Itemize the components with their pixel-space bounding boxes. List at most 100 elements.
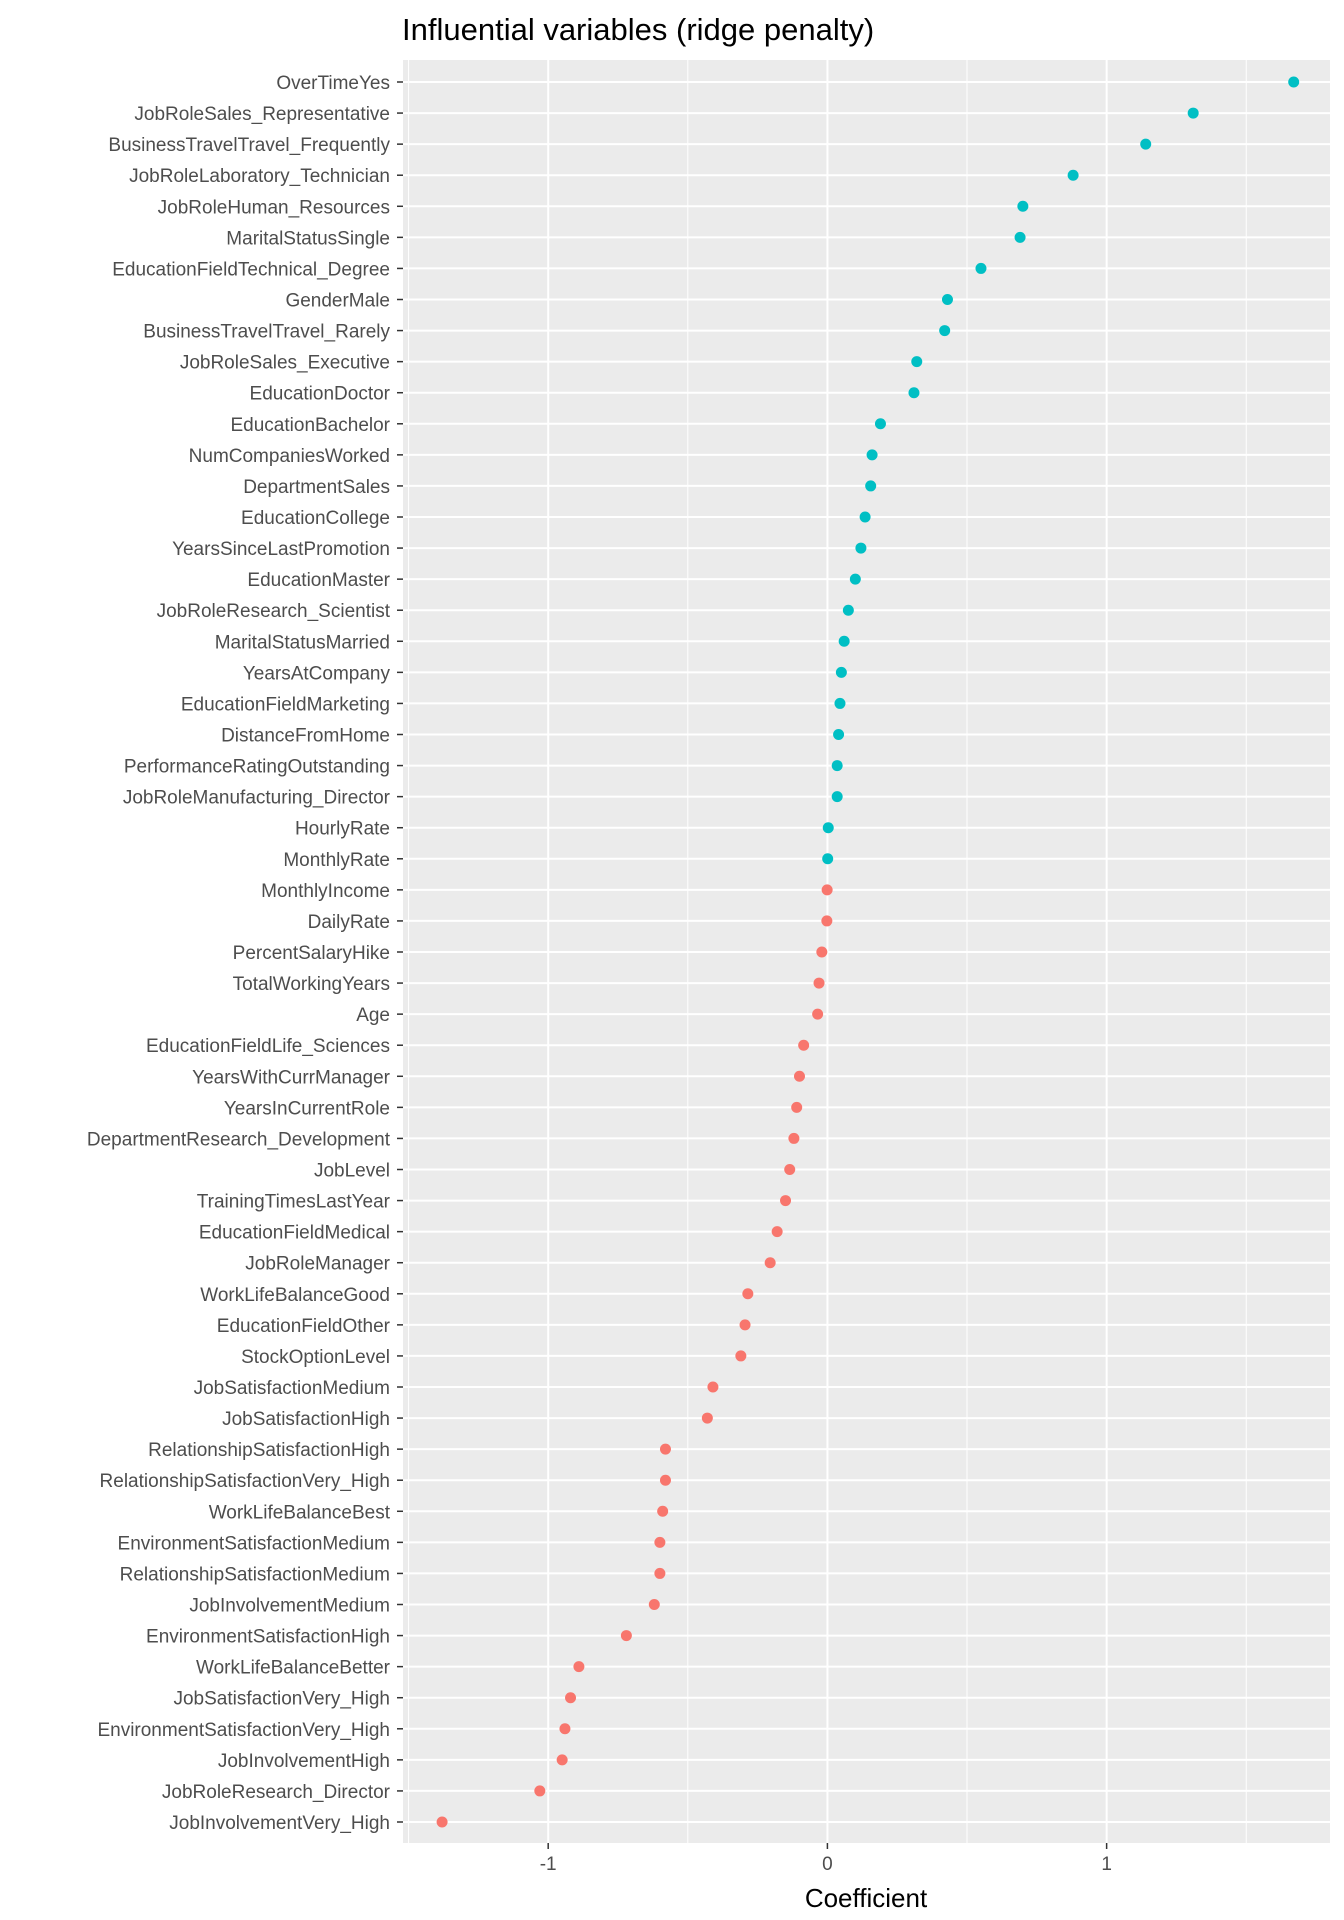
y-tick-label: HourlyRate bbox=[295, 819, 390, 840]
y-tick-label: EducationFieldLife_Sciences bbox=[146, 1036, 390, 1057]
y-tick-label: GenderMale bbox=[285, 291, 390, 312]
y-tick-label: JobRoleManufacturing_Director bbox=[123, 788, 391, 809]
data-point bbox=[866, 449, 878, 461]
y-axis: OverTimeYes JobRoleSales_Representative Bu… bbox=[87, 73, 403, 1834]
y-tick-label: BusinessTravelTravel_Rarely bbox=[143, 322, 390, 343]
data-point bbox=[654, 1536, 666, 1548]
y-tick-label: EnvironmentSatisfactionVery_High bbox=[97, 1720, 390, 1741]
y-tick-label: MonthlyIncome bbox=[261, 881, 390, 902]
data-point bbox=[793, 1070, 805, 1082]
data-point bbox=[821, 915, 833, 927]
y-tick-label: MonthlyRate bbox=[283, 850, 390, 871]
y-tick-label: YearsAtCompany bbox=[243, 663, 391, 684]
chart-title: Influential variables (ridge penalty) bbox=[402, 12, 874, 47]
y-tick-label: JobRoleManager bbox=[245, 1254, 390, 1275]
y-tick-label: EducationCollege bbox=[241, 508, 390, 529]
data-point bbox=[849, 573, 861, 585]
y-tick-label: TotalWorkingYears bbox=[233, 974, 390, 995]
y-tick-label: WorkLifeBalanceBest bbox=[209, 1502, 391, 1523]
data-point bbox=[813, 977, 825, 989]
y-tick-label: RelationshipSatisfactionVery_High bbox=[100, 1471, 390, 1492]
data-points bbox=[436, 76, 1300, 1828]
data-point bbox=[771, 1226, 783, 1238]
y-tick-label: TrainingTimesLastYear bbox=[197, 1192, 391, 1213]
data-point bbox=[842, 604, 854, 616]
y-tick-label: DepartmentResearch_Development bbox=[87, 1129, 391, 1150]
data-point bbox=[821, 884, 833, 896]
y-tick-label: YearsInCurrentRole bbox=[224, 1098, 390, 1119]
data-point bbox=[939, 325, 951, 337]
data-point bbox=[859, 511, 871, 523]
x-tick-label: 0 bbox=[822, 1854, 833, 1875]
x-tick-label: -1 bbox=[540, 1854, 557, 1875]
data-point bbox=[911, 356, 923, 368]
data-point bbox=[620, 1630, 632, 1642]
y-tick-label: JobRoleResearch_Scientist bbox=[157, 601, 391, 622]
y-tick-label: WorkLifeBalanceGood bbox=[200, 1285, 390, 1306]
y-tick-label: PerformanceRatingOutstanding bbox=[124, 757, 390, 778]
y-tick-label: NumCompaniesWorked bbox=[189, 446, 390, 467]
y-tick-label: JobLevel bbox=[314, 1161, 390, 1182]
y-tick-label: PercentSalaryHike bbox=[233, 943, 390, 964]
data-point bbox=[659, 1474, 671, 1486]
x-axis-label: Coefficient bbox=[805, 1883, 928, 1913]
y-tick-label: EducationFieldMarketing bbox=[181, 694, 390, 715]
y-tick-label: YearsWithCurrManager bbox=[192, 1067, 390, 1088]
y-tick-label: Age bbox=[356, 1005, 390, 1026]
data-point bbox=[659, 1443, 671, 1455]
y-tick-label: JobRoleSales_Representative bbox=[134, 104, 390, 125]
data-point bbox=[855, 542, 867, 554]
y-tick-label: DepartmentSales bbox=[243, 477, 390, 498]
data-point bbox=[739, 1319, 751, 1331]
y-tick-label: JobInvolvementVery_High bbox=[169, 1813, 390, 1834]
y-tick-label: StockOptionLevel bbox=[241, 1347, 390, 1368]
y-tick-label: OverTimeYes bbox=[276, 73, 390, 94]
data-point bbox=[816, 946, 828, 958]
data-point bbox=[975, 262, 987, 274]
data-point bbox=[1067, 169, 1079, 181]
y-tick-label: BusinessTravelTravel_Frequently bbox=[108, 135, 390, 156]
data-point bbox=[1014, 231, 1026, 243]
data-point bbox=[565, 1692, 577, 1704]
data-point bbox=[657, 1505, 669, 1517]
y-tick-label: RelationshipSatisfactionMedium bbox=[120, 1564, 390, 1585]
data-point bbox=[831, 791, 843, 803]
y-tick-label: JobRoleResearch_Director bbox=[162, 1782, 391, 1803]
data-point bbox=[833, 729, 845, 740]
data-point bbox=[780, 1195, 792, 1207]
data-point bbox=[654, 1567, 666, 1579]
y-tick-label: EducationFieldOther bbox=[217, 1316, 391, 1337]
y-tick-label: JobSatisfactionHigh bbox=[222, 1409, 390, 1430]
y-tick-label: EducationFieldTechnical_Degree bbox=[112, 259, 390, 280]
data-point bbox=[784, 1164, 796, 1175]
y-tick-label: EducationFieldMedical bbox=[199, 1223, 390, 1244]
y-tick-label: MaritalStatusMarried bbox=[215, 632, 390, 653]
data-point bbox=[735, 1350, 747, 1362]
x-tick-label: 1 bbox=[1101, 1854, 1112, 1875]
y-tick-label: EnvironmentSatisfactionHigh bbox=[146, 1627, 390, 1648]
data-point bbox=[436, 1816, 448, 1828]
data-point bbox=[865, 480, 877, 492]
y-tick-label: EducationBachelor bbox=[231, 415, 391, 436]
y-tick-label: JobRoleSales_Executive bbox=[180, 353, 390, 374]
data-point bbox=[791, 1101, 803, 1113]
y-tick-label: JobInvolvementMedium bbox=[189, 1596, 390, 1617]
data-point bbox=[822, 822, 834, 834]
y-tick-label: EducationMaster bbox=[247, 570, 390, 591]
data-point bbox=[1140, 138, 1152, 150]
data-point bbox=[648, 1599, 660, 1610]
data-point bbox=[834, 697, 846, 709]
y-tick-label: DailyRate bbox=[308, 912, 390, 933]
data-point bbox=[1017, 200, 1029, 212]
y-tick-label: EducationDoctor bbox=[250, 384, 391, 405]
data-point bbox=[742, 1288, 754, 1300]
data-point bbox=[822, 853, 834, 865]
data-point bbox=[556, 1754, 568, 1766]
y-tick-label: JobRoleLaboratory_Technician bbox=[129, 166, 390, 187]
y-tick-label: MaritalStatusSingle bbox=[226, 228, 390, 249]
x-axis: -1 0 1 bbox=[540, 1843, 1112, 1875]
data-point bbox=[788, 1132, 800, 1144]
data-point bbox=[1288, 76, 1300, 88]
y-tick-label: EnvironmentSatisfactionMedium bbox=[118, 1533, 390, 1554]
y-tick-label: YearsSinceLastPromotion bbox=[172, 539, 390, 560]
